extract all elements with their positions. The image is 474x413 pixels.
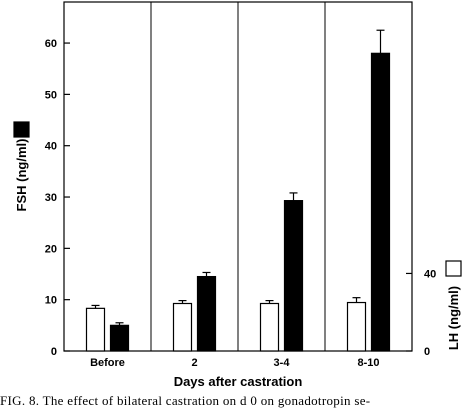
left-tick-label: 50 bbox=[45, 89, 57, 101]
fsh-legend-square bbox=[13, 121, 30, 138]
right-tick-label: 40 bbox=[424, 268, 436, 280]
right-axis-title: LH (ng/ml) bbox=[446, 286, 461, 350]
left-tick-label: 40 bbox=[45, 141, 57, 153]
bars bbox=[85, 29, 391, 352]
left-tick-label: 0 bbox=[51, 346, 57, 358]
group-dividers bbox=[150, 2, 326, 351]
bar-lh bbox=[259, 302, 280, 352]
left-tick-label: 10 bbox=[45, 295, 57, 307]
left-tick-label: 60 bbox=[45, 38, 57, 50]
bar-lh bbox=[346, 301, 367, 352]
chart: 0 10 20 30 40 50 60 0 40 Before 2 3-4 8-10 Days afte… bbox=[13, 1, 462, 389]
left-tick-label: 30 bbox=[45, 192, 57, 204]
bar-fsh bbox=[370, 52, 391, 352]
category-label: 2 bbox=[191, 357, 197, 369]
category-label: 3-4 bbox=[274, 357, 291, 369]
lh-legend-square bbox=[445, 260, 462, 277]
bar-fsh bbox=[196, 275, 217, 352]
bar-fsh bbox=[109, 324, 130, 352]
bar-lh bbox=[85, 307, 106, 352]
bar-fsh bbox=[283, 200, 304, 352]
left-tick-label: 20 bbox=[45, 243, 57, 255]
x-axis-title: Days after castration bbox=[174, 374, 303, 389]
ticks: 0 10 20 30 40 50 60 0 40 bbox=[45, 38, 437, 358]
labels: Before 2 3-4 8-10 Days after castration FSH (… bbox=[13, 121, 462, 389]
bar-lh bbox=[172, 302, 193, 352]
category-label: 8-10 bbox=[357, 357, 379, 369]
right-tick-label: 0 bbox=[424, 346, 430, 358]
category-label: Before bbox=[90, 357, 125, 369]
left-axis-title: FSH (ng/ml) bbox=[14, 139, 29, 212]
figure-caption: FIG. 8. The effect of bilateral castrati… bbox=[0, 393, 371, 408]
